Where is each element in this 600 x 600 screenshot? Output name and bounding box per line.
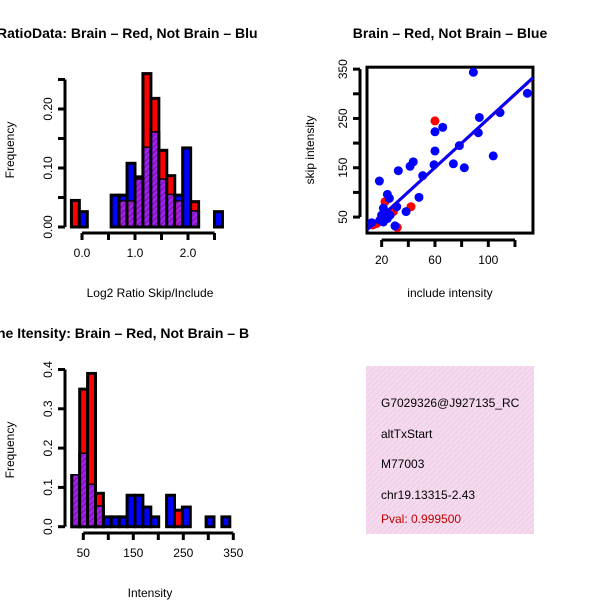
overlap-bar [192, 211, 198, 226]
chart-title: ne Itensity: Brain – Red, Not Brain – B [0, 325, 249, 341]
y-tick-label: 0.00 [41, 215, 55, 239]
overlap-bar [160, 179, 166, 226]
not-brain-bar [220, 515, 232, 529]
info-box: G7029326@J927135_RC altTxStart M77003 ch… [366, 366, 534, 534]
pval: Pval: 0.999500 [381, 512, 461, 526]
y-tick-label: 0.4 [41, 361, 55, 378]
x-tick-label: 250 [173, 546, 193, 560]
not-brain-point [378, 217, 388, 227]
x-axis-label: include intensity [407, 286, 492, 300]
not-brain-bar [77, 210, 89, 229]
not-brain-point [374, 176, 384, 186]
brain-point [430, 116, 440, 126]
not-brain-point [384, 193, 394, 203]
y-axis-label: Frequency [3, 422, 17, 479]
info-background [366, 366, 534, 534]
overlap-bar [176, 201, 182, 226]
x-axis-label: Log2 Ratio Skip/Include [87, 286, 214, 300]
not-brain-point [405, 161, 415, 171]
not-brain-bar [213, 210, 224, 229]
overlap-bar [81, 453, 87, 526]
not-brain-point [414, 192, 424, 202]
x-tick-label: 0.0 [74, 246, 91, 260]
x-tick-label: 150 [123, 546, 143, 560]
x-tick-label: 100 [478, 253, 498, 267]
overlap-bar [97, 506, 102, 526]
not-brain-point [401, 207, 411, 217]
y-tick-label: 250 [336, 108, 350, 128]
overlap-bar [128, 201, 134, 226]
y-tick-label: 350 [336, 59, 350, 79]
event-id: G7029326@J927135_RC [381, 396, 520, 410]
overlap-bar [168, 195, 174, 226]
not-brain-point [438, 122, 448, 132]
not-brain-point [459, 163, 469, 173]
chart-title: RatioData: Brain – Red, Not Brain – Blu [0, 25, 258, 41]
y-tick-label: 0.3 [41, 400, 55, 417]
not-brain-point [385, 210, 395, 220]
chart-title: Brain – Red, Not Brain – Blue [353, 25, 548, 41]
y-tick-label: 0.10 [41, 156, 55, 180]
not-brain-point [393, 166, 403, 176]
not-brain-bar [204, 515, 216, 529]
not-brain-bar [180, 505, 192, 529]
x-tick-label: 60 [428, 253, 442, 267]
overlap-bar [136, 179, 142, 226]
not-brain-point [488, 151, 498, 161]
plot-frame [365, 65, 535, 235]
ratio-histogram-panel: RatioData: Brain – Red, Not Brain – Blu … [0, 25, 258, 300]
y-tick-label: 0.0 [41, 518, 55, 535]
intensity-histogram-panel: ne Itensity: Brain – Red, Not Brain – B … [0, 325, 249, 600]
event-type: altTxStart [381, 427, 433, 441]
not-brain-bar [181, 146, 193, 229]
y-tick-label: 0.20 [41, 97, 55, 121]
not-brain-point [468, 67, 478, 77]
not-brain-point [474, 112, 484, 122]
not-brain-point [430, 127, 440, 137]
overlap-bar [73, 475, 79, 526]
x-tick-label: 20 [375, 253, 389, 267]
y-tick-label: 0.1 [41, 479, 55, 496]
not-brain-point [522, 88, 532, 98]
overlap-bar [152, 132, 158, 226]
y-tick-label: 50 [336, 210, 350, 224]
plot-area [366, 67, 533, 232]
x-tick-label: 2.0 [180, 246, 197, 260]
location: chr19.13315-2.43 [381, 488, 475, 502]
overlap-bar [144, 147, 150, 226]
overlap-bar [120, 201, 126, 226]
x-tick-label: 350 [223, 546, 243, 560]
not-brain-point [448, 159, 458, 169]
y-tick-label: 0.2 [41, 439, 55, 456]
not-brain-point [390, 221, 400, 231]
x-tick-label: 50 [77, 546, 91, 560]
y-axis-label: skip intensity [303, 116, 317, 185]
y-tick-label: 150 [336, 157, 350, 177]
x-axis-label: Intensity [128, 586, 173, 600]
x-tick-label: 1.0 [127, 246, 144, 260]
not-brain-bar [149, 515, 161, 529]
intensity-scatter-panel: Brain – Red, Not Brain – Blue include in… [303, 25, 547, 300]
y-axis-label: Frequency [3, 122, 17, 179]
accession: M77003 [381, 457, 425, 471]
overlap-bar [89, 485, 94, 526]
not-brain-point [430, 146, 440, 156]
not-brain-fit-line [366, 76, 533, 231]
